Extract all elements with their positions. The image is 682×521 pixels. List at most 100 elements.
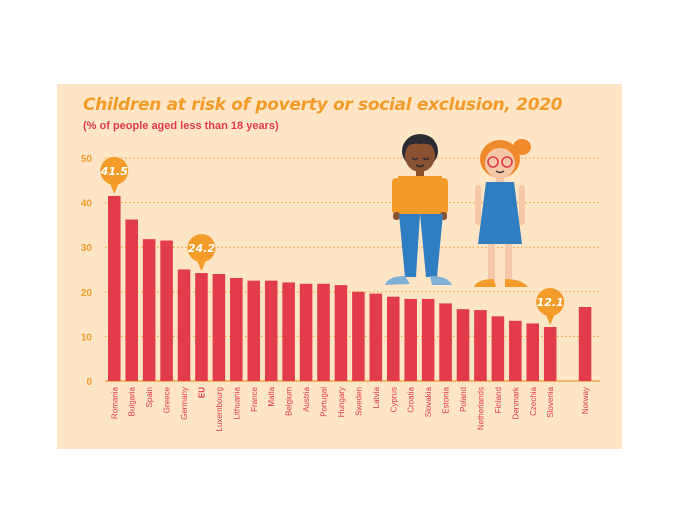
callout-value: 12.1 [537, 296, 564, 309]
girl-mouth [495, 170, 505, 174]
bar [386, 296, 400, 381]
category-label: Cyprus [389, 387, 398, 412]
girl-dress [478, 182, 522, 244]
bar [334, 285, 348, 381]
bar [526, 323, 540, 381]
value-callout: 24.2 [187, 234, 216, 272]
bar [474, 310, 487, 381]
bar [212, 273, 226, 381]
category-label: Portugal [320, 387, 329, 417]
bar [578, 306, 592, 381]
bar [108, 195, 121, 381]
boy-illustration [385, 134, 452, 285]
boy-hair-top [404, 134, 437, 150]
category-label: Bulgaria [128, 386, 137, 416]
category-label: Czechia [529, 386, 538, 415]
category-label: Denmark [511, 386, 520, 419]
y-tick-label: 30 [81, 243, 93, 254]
bar [369, 293, 383, 381]
category-label: Netherlands [476, 387, 485, 430]
value-callouts: 41.5 24.2 12.1 [100, 156, 565, 326]
callout-bubble [536, 288, 565, 317]
bar [177, 269, 191, 381]
callout-value: 24.2 [188, 242, 215, 255]
category-label: Romania [110, 386, 119, 419]
category-label: Poland [459, 387, 468, 412]
bar [421, 298, 435, 381]
bar [509, 320, 522, 381]
category-label: Lithuania [232, 386, 241, 419]
category-label: Croatia [407, 386, 416, 412]
category-label: Norway [581, 387, 590, 414]
boy-shirt [396, 176, 446, 214]
category-label: Sweden [354, 387, 363, 416]
girl-illustration [474, 139, 531, 287]
category-label: Latvia [372, 386, 381, 408]
category-label: Estonia [442, 386, 451, 413]
boy-head [405, 140, 435, 172]
girl-left-shoe [474, 279, 496, 287]
y-tick-label: 10 [81, 332, 93, 343]
boy-left-leg [399, 214, 420, 277]
girl-neck [496, 177, 504, 183]
bar [125, 219, 138, 381]
category-label: Austria [302, 386, 311, 411]
boy-mouth [415, 164, 425, 168]
y-tick-label: 0 [86, 377, 92, 388]
category-label: Slovakia [424, 386, 433, 417]
bar [160, 240, 173, 381]
boy-eyes [411, 157, 430, 161]
bar [317, 283, 330, 381]
girl-right-leg [505, 244, 512, 280]
value-callout: 41.5 [100, 156, 129, 194]
bar [264, 280, 278, 381]
category-label: Luxembourg [215, 387, 224, 431]
bar [456, 309, 470, 381]
bar [543, 327, 557, 381]
girl-left-leg [488, 244, 495, 280]
category-label: Spain [145, 387, 154, 407]
category-label: Hungary [337, 387, 346, 417]
bar [404, 298, 417, 381]
chart-subtitle: (% of people aged less than 18 years) [83, 120, 279, 132]
boy-left-shoe [385, 276, 410, 285]
girl-right-glasses [501, 156, 513, 168]
callout-bubble [100, 156, 129, 185]
bar [230, 277, 243, 381]
y-axis-ticks: 0 10 20 30 40 50 [81, 154, 93, 388]
boy-left-hand [393, 212, 400, 220]
girl-left-arm [475, 185, 481, 225]
boy-neck [416, 170, 424, 176]
category-label: Slovenia [546, 386, 555, 417]
boy-right-leg [420, 214, 443, 277]
category-label: Germany [180, 387, 189, 420]
chart-title: Children at risk of poverty or social ex… [83, 95, 563, 115]
bars [108, 195, 592, 381]
y-tick-label: 20 [81, 288, 93, 299]
category-label: Greece [163, 386, 172, 413]
callout-bubble [187, 234, 216, 263]
girl-right-shoe [505, 279, 528, 287]
y-tick-label: 50 [81, 154, 93, 165]
category-labels: Romania Bulgaria Spain Greece Germany EU Luxem… [110, 386, 590, 431]
bar [282, 282, 295, 381]
girl-left-glasses [487, 156, 499, 168]
boy-left-arm [392, 178, 400, 214]
category-label: France [250, 386, 259, 411]
girl-face [485, 148, 515, 178]
value-callout: 12.1 [536, 288, 565, 326]
boy-right-arm [440, 178, 448, 214]
bar [491, 316, 505, 381]
callout-pointer [196, 259, 207, 272]
y-tick-label: 40 [81, 199, 93, 210]
callout-pointer [545, 313, 556, 326]
bar [352, 291, 365, 381]
bar [195, 273, 208, 381]
category-label: Belgium [285, 387, 294, 416]
boy-right-shoe [430, 276, 452, 285]
bar [439, 303, 452, 381]
callout-pointer [109, 181, 120, 194]
bar [299, 283, 313, 381]
bar [247, 280, 261, 381]
